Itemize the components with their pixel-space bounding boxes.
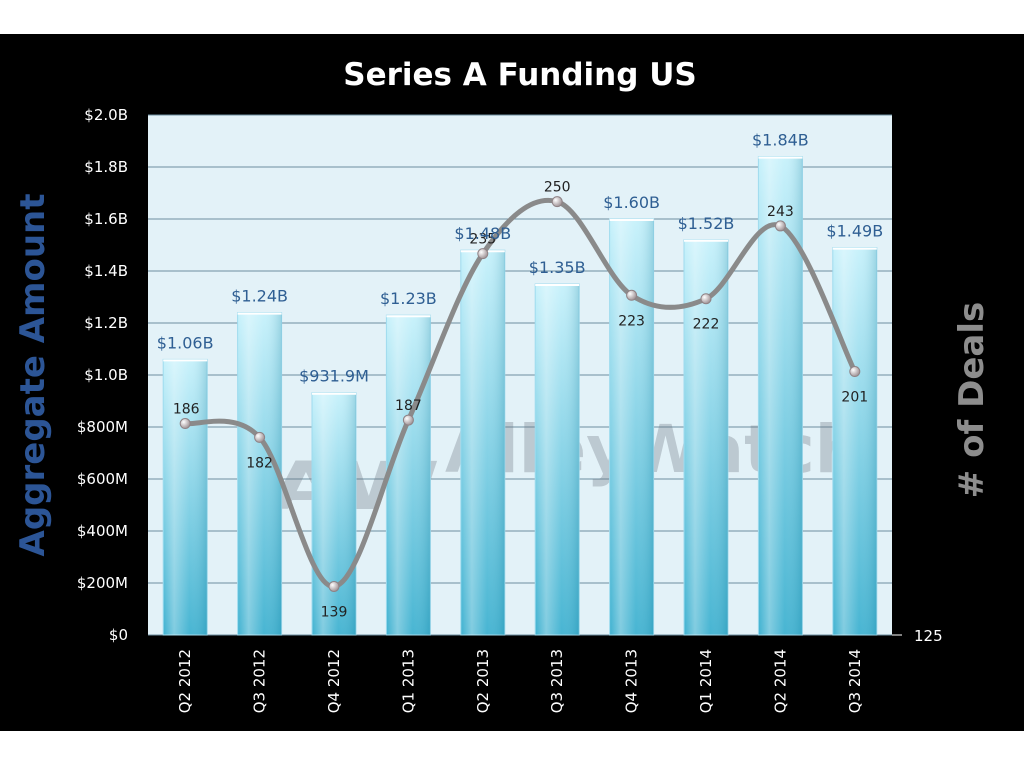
y-tick-label: $1.8B — [84, 158, 128, 176]
y-axis-ticks: $0 $200M $400M $600M $800M $1.0B $1.2B $1.4B $1.… — [77, 106, 128, 644]
deals-value-label: 223 — [618, 313, 645, 329]
bar-value-label: $1.24B — [231, 287, 288, 306]
y-tick-label: $1.0B — [84, 366, 128, 384]
y-tick-label: $600M — [77, 470, 128, 488]
bar-highlight — [163, 359, 208, 635]
deals-value-label: 250 — [544, 180, 571, 196]
y2-axis-label: # of Deals — [952, 302, 992, 498]
x-tick-label: Q3 2014 — [846, 649, 864, 713]
bar-value-label: $1.48B — [454, 224, 511, 243]
y-tick-label: $1.4B — [84, 262, 128, 280]
bar-value-label: $931.9M — [299, 367, 369, 386]
y2-axis-ticks: 125 — [892, 627, 943, 645]
x-tick-label: Q2 2013 — [474, 649, 492, 713]
y-tick-label: $0 — [109, 626, 128, 644]
chart: Series A Funding US $0 $200M $400M $600M $80… — [13, 57, 992, 713]
x-axis-ticks: Q2 2012 Q3 2012 Q4 2012 Q1 2013 Q2 2013 Q3 20… — [176, 649, 864, 713]
x-tick-label: Q1 2013 — [399, 649, 417, 713]
bar-highlight — [609, 219, 654, 635]
deals-line — [182, 197, 858, 589]
deals-marker — [700, 293, 712, 305]
y-tick-label: $200M — [77, 574, 128, 592]
y-tick-label: $2.0B — [84, 106, 128, 124]
deals-value-label: 186 — [173, 402, 200, 418]
x-tick-label: Q4 2013 — [623, 649, 641, 713]
bar-value-label: $1.23B — [380, 289, 437, 308]
x-tick-label: Q1 2014 — [697, 649, 715, 713]
bar-highlight — [758, 156, 803, 635]
y2-tick-label: 125 — [914, 627, 943, 645]
x-tick-label: Q4 2012 — [325, 649, 343, 713]
bar-highlight — [237, 312, 282, 635]
y-tick-label: $1.2B — [84, 314, 128, 332]
bar-value-label: $1.35B — [529, 258, 586, 277]
x-tick-label: Q2 2012 — [176, 649, 194, 713]
bar-highlight — [312, 392, 356, 635]
chart-title: Series A Funding US — [343, 57, 696, 93]
deals-line-series: 186 182 139 187 235 250 223 222 243 201 — [173, 180, 868, 621]
y-tick-label: $400M — [77, 522, 128, 540]
deals-value-label: 243 — [767, 204, 794, 220]
bar-highlight — [832, 247, 877, 635]
deals-value-label: 235 — [469, 232, 496, 248]
deals-value-label: 182 — [246, 455, 273, 471]
deals-value-label: 187 — [395, 398, 422, 414]
deals-marker — [551, 196, 563, 208]
bar-value-label: $1.84B — [752, 131, 809, 150]
bar-highlight — [386, 315, 431, 635]
deals-value-label: 222 — [693, 317, 720, 333]
deals-marker — [774, 220, 786, 232]
deals-marker — [179, 418, 191, 430]
x-tick-label: Q2 2014 — [771, 649, 789, 713]
bar-value-label: $1.06B — [157, 333, 214, 352]
deals-marker — [328, 580, 340, 592]
deals-marker — [254, 431, 266, 443]
slide: Series A Funding US $0 $200M $400M $600M $80… — [0, 34, 1024, 731]
bar-value-labels: $1.06B $1.24B $931.9M $1.23B $1.48B $1.35B $1.… — [157, 131, 883, 386]
y-axis-label: Aggregate Amount — [13, 193, 53, 556]
x-tick-label: Q3 2013 — [548, 649, 566, 713]
deals-marker — [626, 289, 638, 301]
bar-value-label: $1.49B — [826, 222, 883, 241]
deals-value-label: 201 — [841, 390, 868, 406]
y-tick-label: $800M — [77, 418, 128, 436]
deals-marker — [477, 248, 489, 260]
deals-marker — [402, 414, 414, 426]
deals-value-label: 139 — [321, 604, 348, 620]
bar-value-label: $1.60B — [603, 193, 660, 212]
deals-marker — [849, 366, 861, 378]
bar-value-label: $1.52B — [678, 214, 735, 233]
bar-series — [162, 156, 878, 636]
x-tick-label: Q3 2012 — [251, 649, 269, 713]
bar-highlight — [460, 250, 505, 635]
bar-highlight — [535, 284, 580, 635]
y-tick-label: $1.6B — [84, 210, 128, 228]
